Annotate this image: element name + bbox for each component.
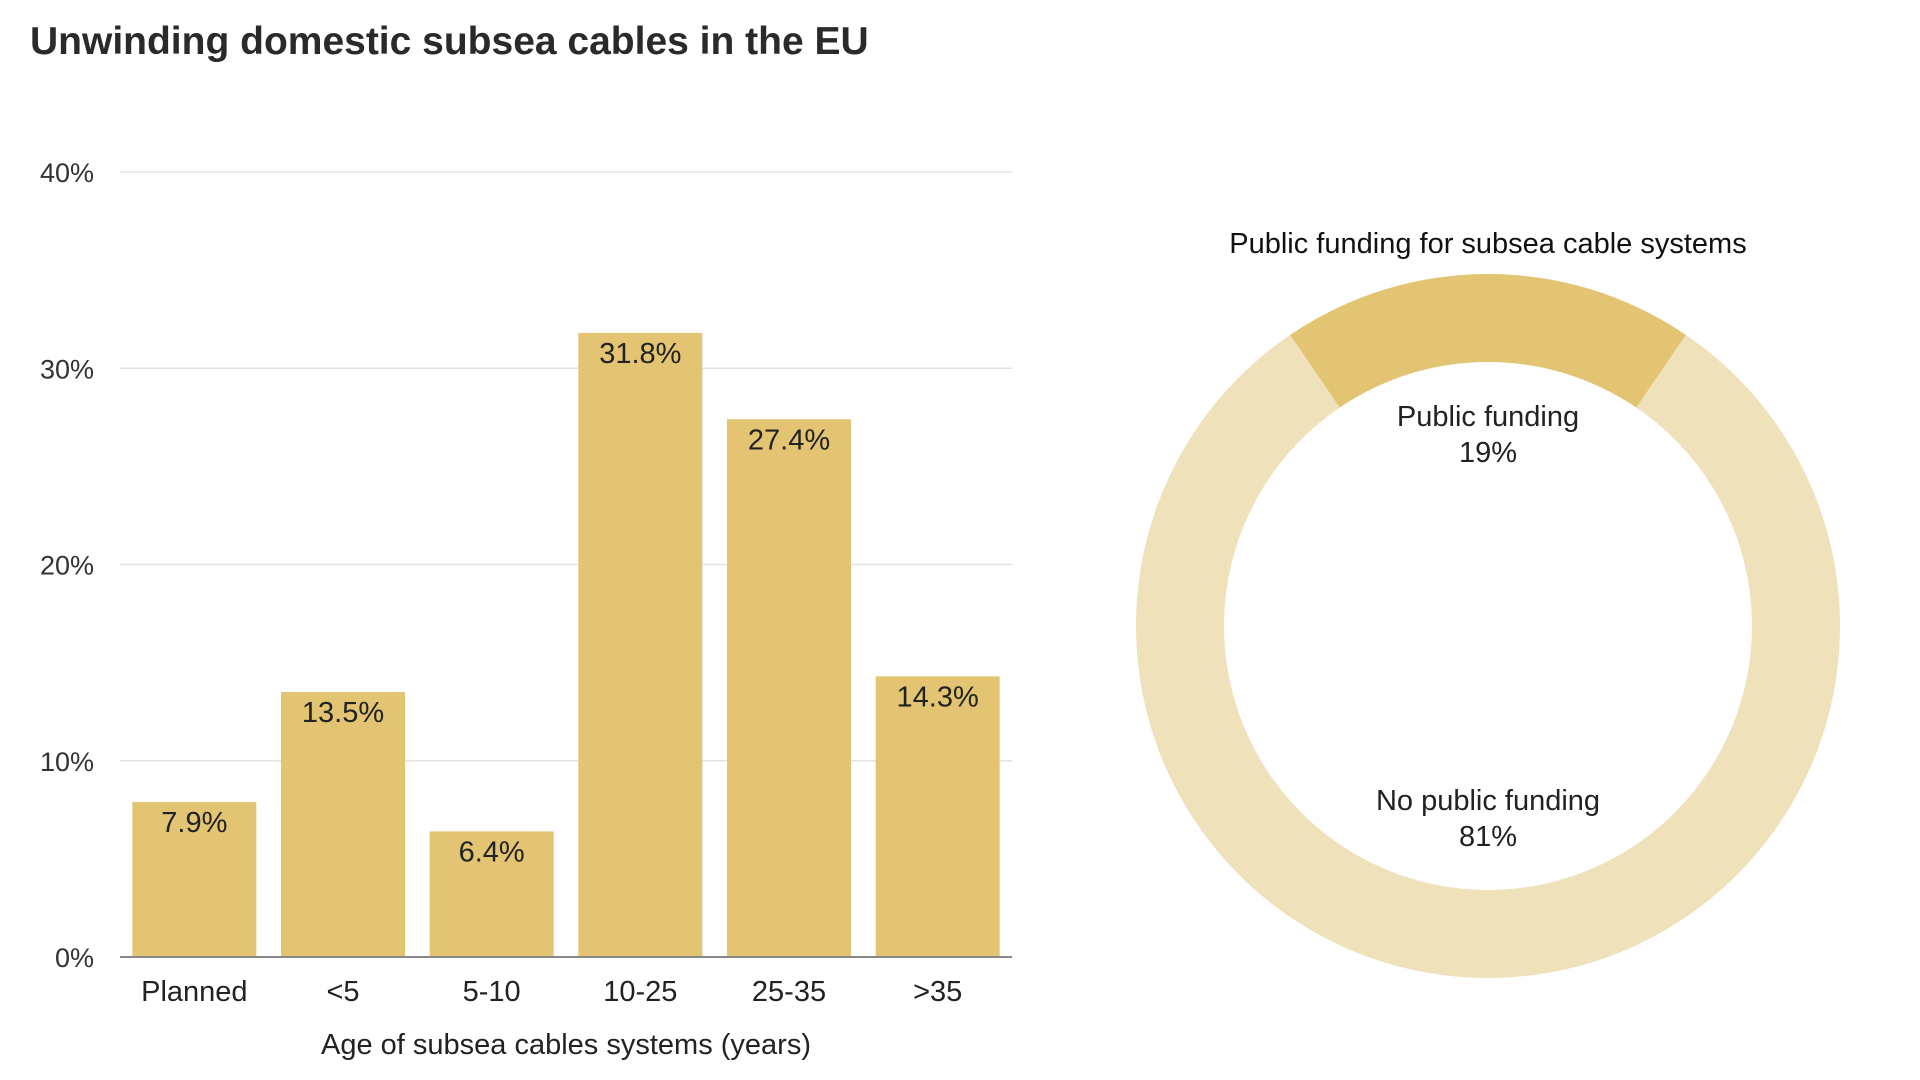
bar-value-label: 31.8% — [599, 338, 681, 370]
y-tick-label: 30% — [40, 354, 94, 384]
x-axis-title: Age of subsea cables systems (years) — [321, 1029, 811, 1061]
y-tick-label: 40% — [40, 158, 94, 188]
bar — [429, 831, 554, 957]
bar-value-label: 6.4% — [459, 836, 525, 868]
donut-slice-label: No public funding — [1376, 785, 1600, 817]
bar-value-label: 7.9% — [161, 807, 227, 839]
donut-chart: Public funding for subsea cable systems P… — [1136, 228, 1841, 978]
bar-chart: 0% 10% 20% 30% 40% 7.9% Planned 13.5% <5 6.4% 5-10… — [40, 158, 1012, 1061]
x-category-label: 5-10 — [463, 976, 521, 1008]
chart-title: Unwinding domestic subsea cables in the … — [30, 20, 869, 63]
x-category-label: >35 — [913, 976, 962, 1008]
donut-slice-label: Public funding — [1397, 401, 1579, 433]
y-tick-label: 20% — [40, 551, 94, 581]
x-category-label: Planned — [141, 976, 247, 1008]
bar — [132, 801, 257, 957]
donut-slice-value: 19% — [1459, 437, 1517, 469]
donut-title: Public funding for subsea cable systems — [1229, 228, 1746, 260]
bar-value-label: 14.3% — [897, 681, 979, 713]
x-category-label: 25-35 — [752, 976, 826, 1008]
y-tick-label: 10% — [40, 747, 94, 777]
y-tick-label: 0% — [55, 943, 94, 973]
x-category-label: 10-25 — [603, 976, 677, 1008]
donut-slice-value: 81% — [1459, 821, 1517, 853]
bar — [281, 692, 405, 957]
x-category-label: <5 — [326, 976, 359, 1008]
donut-slice — [1290, 273, 1686, 408]
bar — [727, 419, 851, 957]
bar-value-label: 13.5% — [302, 697, 384, 729]
bar-value-label: 27.4% — [748, 424, 830, 456]
bar — [875, 676, 1000, 957]
bar — [578, 332, 703, 957]
